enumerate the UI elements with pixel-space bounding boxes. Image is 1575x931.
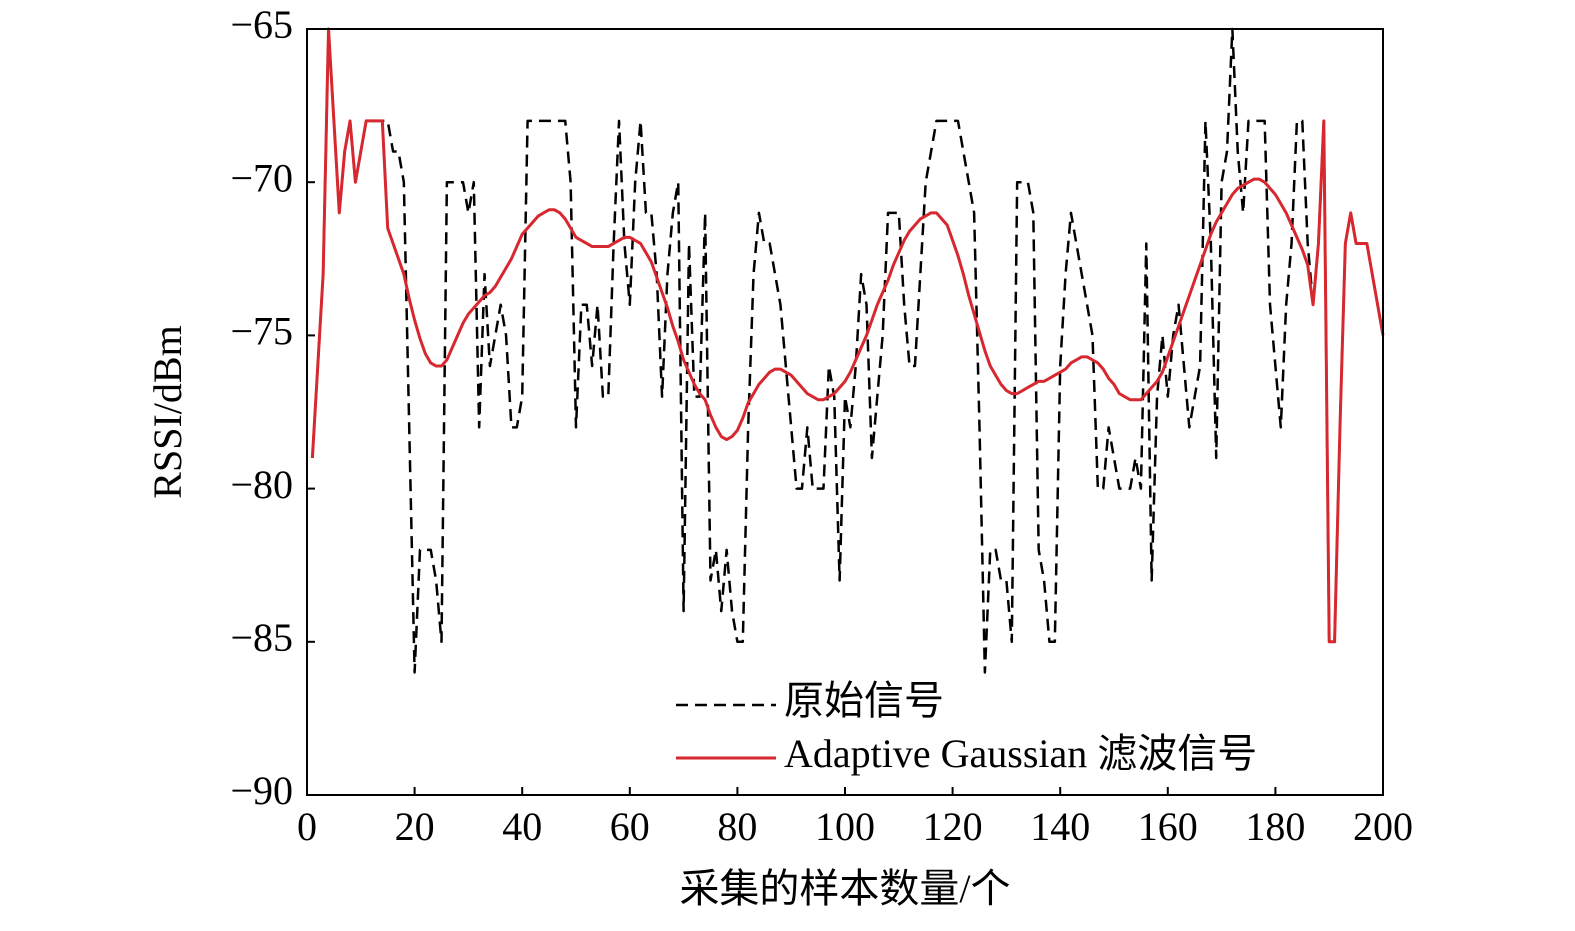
x-tick-label: 140 (1030, 804, 1090, 849)
x-tick-label: 40 (502, 804, 542, 849)
y-tick-label: −65 (230, 2, 293, 47)
y-tick-label: −70 (230, 155, 293, 200)
data-line (310, 27, 1385, 644)
x-tick-label: 20 (395, 804, 435, 849)
x-axis-title: 采集的样本数量/个 (679, 866, 1010, 911)
y-tick-label: −75 (230, 309, 293, 354)
y-tick-label: −85 (230, 615, 293, 660)
x-tick-label: 60 (610, 804, 650, 849)
y-tick-label: −80 (230, 462, 293, 507)
x-tick-label: 80 (717, 804, 757, 849)
x-tick-label: 120 (923, 804, 983, 849)
x-tick-label: 180 (1245, 804, 1305, 849)
x-tick-label: 0 (297, 804, 317, 849)
y-axis-title: RSSI/dBm (145, 325, 190, 498)
data-line (311, 27, 1385, 674)
legend-label: 原始信号 (784, 678, 944, 723)
x-tick-label: 200 (1353, 804, 1413, 849)
plot-frame (306, 28, 1384, 796)
y-tick-label: −90 (230, 768, 293, 813)
x-tick-label: 160 (1138, 804, 1198, 849)
legend-label: Adaptive Gaussian 滤波信号 (784, 731, 1257, 776)
x-tick-label: 100 (815, 804, 875, 849)
